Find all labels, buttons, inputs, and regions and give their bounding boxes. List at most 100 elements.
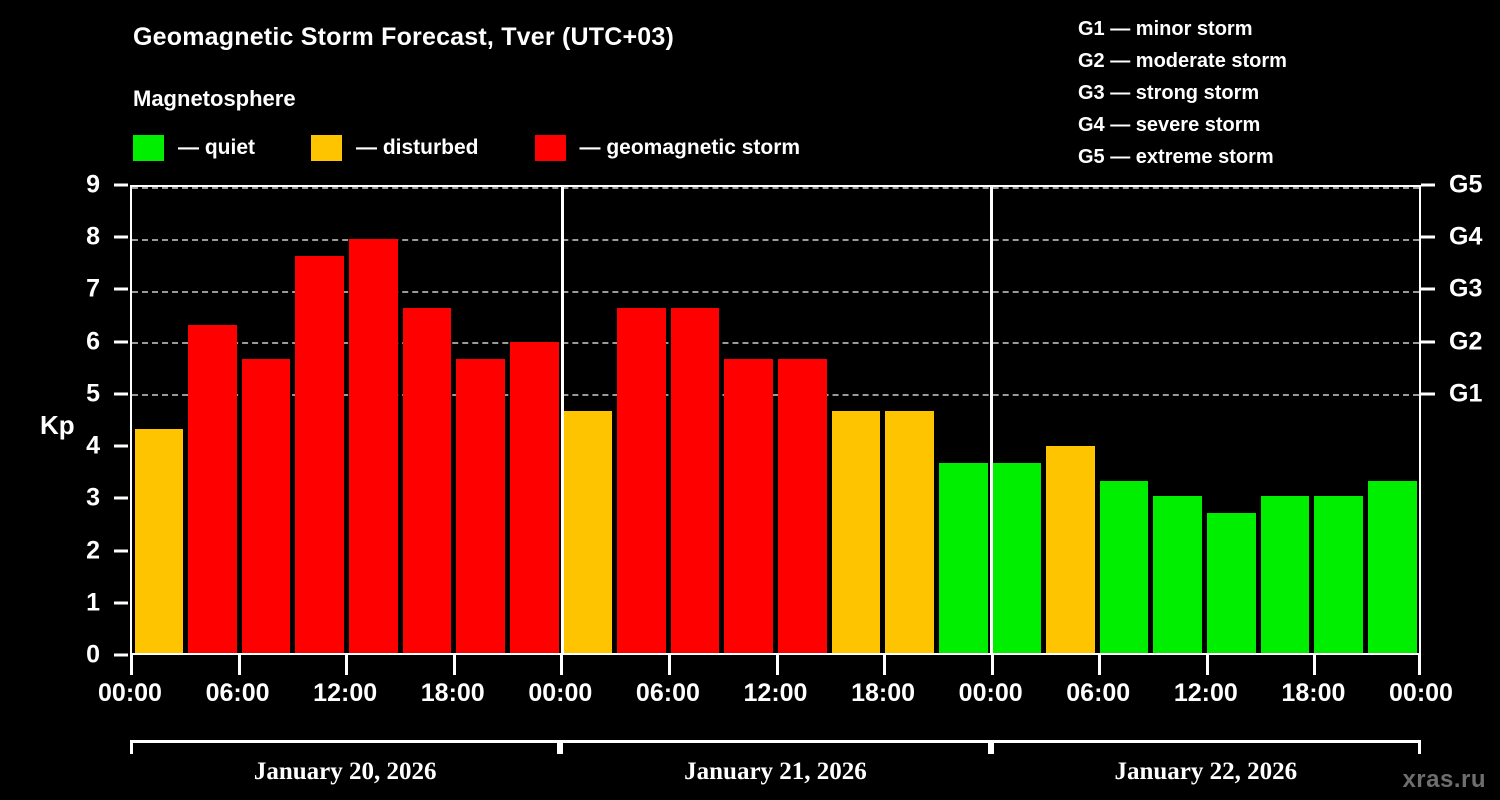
bar-slot — [293, 187, 347, 653]
kp-bar[interactable] — [1099, 480, 1149, 653]
day-label: January 20, 2026 — [253, 758, 437, 785]
x-tick-label-1: 06:00 — [205, 679, 270, 707]
kp-bar[interactable] — [402, 307, 452, 653]
kp-bar[interactable] — [456, 359, 505, 653]
g-tick-label-G2: G2 — [1449, 327, 1483, 356]
g-tick-label-G1: G1 — [1449, 379, 1483, 408]
kp-bar[interactable] — [241, 359, 291, 653]
bars-container — [132, 187, 1419, 653]
bar-slot — [829, 187, 883, 653]
g-legend-row-3: G3 — strong storm — [1078, 82, 1260, 104]
kp-bar[interactable] — [831, 411, 881, 653]
x-tick-mark-6 — [775, 655, 779, 675]
y-tick-label-9: 9 — [86, 170, 100, 199]
kp-bar[interactable] — [134, 428, 184, 653]
x-tick-label-5: 06:00 — [635, 679, 700, 707]
day-bracket — [990, 740, 1421, 754]
bar-slot — [615, 187, 669, 653]
kp-bar[interactable] — [188, 325, 237, 653]
bar-slot — [132, 187, 186, 653]
legend-item-storm: — geomagnetic storm — [534, 135, 801, 161]
kp-bar[interactable] — [778, 359, 827, 653]
y-tick-label-6: 6 — [86, 327, 100, 356]
x-tick-mark-5 — [667, 655, 671, 675]
legend-swatch-quiet — [133, 135, 164, 161]
bar-slot — [1205, 187, 1259, 653]
x-tick-mark-1 — [237, 655, 241, 675]
gridline-kp-5 — [132, 394, 1419, 397]
watermark: xras.ru — [1402, 766, 1486, 793]
bar-slot — [1044, 187, 1098, 653]
kp-bar[interactable] — [509, 342, 559, 653]
kp-bar[interactable] — [617, 307, 666, 653]
y-tick-mark-0 — [114, 653, 128, 657]
legend-label-disturbed: — disturbed — [356, 136, 479, 159]
g-tick-mark-G3 — [1421, 287, 1435, 291]
x-tick-label-8: 00:00 — [958, 679, 1023, 707]
y-tick-mark-8 — [114, 235, 128, 239]
y-tick-label-7: 7 — [86, 274, 100, 303]
y-tick-label-5: 5 — [86, 379, 100, 408]
day-group-1 — [132, 187, 561, 653]
kp-bar[interactable] — [1260, 496, 1310, 653]
y-tick-mark-6 — [114, 340, 128, 344]
x-tick-label-4: 00:00 — [528, 679, 593, 707]
x-tick-mark-11 — [1313, 655, 1317, 675]
y-tick-mark-4 — [114, 444, 128, 448]
g-tick-mark-G5 — [1421, 183, 1435, 187]
gridline-kp-9 — [132, 187, 1419, 189]
g-tick-label-G4: G4 — [1449, 222, 1483, 251]
bar-slot — [347, 187, 401, 653]
bar-slot — [507, 187, 561, 653]
kp-bar[interactable] — [670, 307, 720, 653]
bar-slot — [239, 187, 293, 653]
bar-slot — [1097, 187, 1151, 653]
day-separator-2 — [990, 187, 993, 653]
legend-label-storm: — geomagnetic storm — [579, 136, 801, 159]
kp-bar[interactable] — [724, 359, 773, 653]
kp-bar[interactable] — [885, 411, 934, 653]
y-tick-label-1: 1 — [86, 588, 100, 617]
kp-bar[interactable] — [1367, 480, 1417, 653]
kp-bar[interactable] — [1314, 496, 1363, 653]
g-legend-row-4: G4 — severe storm — [1078, 114, 1261, 136]
kp-bar[interactable] — [1207, 513, 1256, 653]
kp-bar[interactable] — [349, 238, 398, 653]
x-tick-label-11: 18:00 — [1281, 679, 1346, 707]
kp-bar[interactable] — [938, 462, 988, 653]
day-band-2: January 21, 2026 — [560, 740, 991, 800]
kp-bar[interactable] — [295, 255, 344, 653]
legend-swatch-storm — [534, 135, 566, 161]
kp-bar[interactable] — [1046, 445, 1095, 653]
x-tick-mark-2 — [345, 655, 349, 675]
x-tick-mark-8 — [990, 655, 994, 675]
kp-bar[interactable] — [563, 411, 613, 653]
day-band-3: January 22, 2026 — [990, 740, 1421, 800]
color-legend: — quiet — disturbed — geomagnetic storm — [133, 135, 856, 161]
y-tick-mark-9 — [114, 183, 128, 187]
gridline-kp-7 — [132, 290, 1419, 293]
y-tick-mark-7 — [114, 287, 128, 291]
day-group-3 — [990, 187, 1419, 653]
day-bands: January 20, 2026 January 21, 2026 January … — [130, 740, 1421, 800]
g-legend-row-5: G5 — extreme storm — [1078, 146, 1274, 168]
day-label: January 21, 2026 — [684, 758, 867, 785]
page-title: Geomagnetic Storm Forecast, Tver (UTC+03… — [133, 23, 674, 51]
bar-slot — [668, 187, 722, 653]
bar-slot — [1151, 187, 1205, 653]
kp-bar[interactable] — [992, 462, 1042, 653]
x-tick-mark-4 — [560, 655, 564, 675]
g-tick-label-G5: G5 — [1449, 170, 1483, 199]
g-tick-mark-G1 — [1421, 392, 1435, 396]
kp-bar[interactable] — [1153, 496, 1202, 653]
day-bracket — [130, 740, 561, 754]
x-tick-mark-10 — [1205, 655, 1209, 675]
bar-slot — [776, 187, 830, 653]
gridline-kp-8 — [132, 238, 1419, 241]
day-separator-1 — [561, 187, 564, 653]
g-scale-axis: G1 G2 G3 G4 G5 — [1421, 171, 1500, 655]
y-tick-label-8: 8 — [86, 222, 100, 251]
legend-swatch-disturbed — [311, 135, 342, 161]
x-tick-label-10: 12:00 — [1173, 679, 1238, 707]
y-tick-label-3: 3 — [86, 483, 100, 512]
